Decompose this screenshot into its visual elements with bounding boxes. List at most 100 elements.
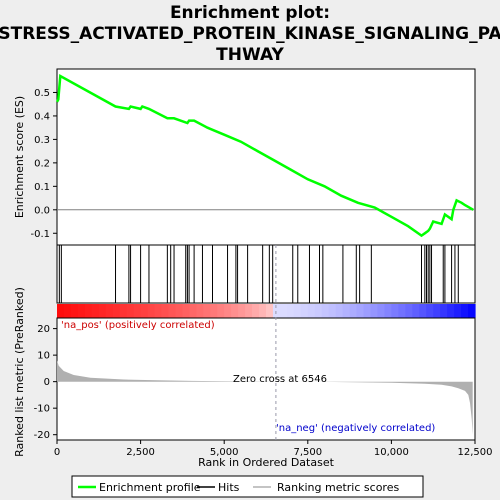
rank-bar-segment xyxy=(238,304,246,318)
rank-x-axis-title: Rank in Ordered Dataset xyxy=(198,456,335,469)
rank-bar-segment xyxy=(210,304,218,318)
rank-bar-segment xyxy=(91,304,100,318)
rank-x-tick-label: 7,500 xyxy=(293,447,322,458)
rank-bar-segment xyxy=(217,304,225,318)
es-y-tick-label: 0.1 xyxy=(34,182,50,193)
rank-bar-segment xyxy=(342,304,351,318)
positive-correlation-label: 'na_pos' (positively correlated) xyxy=(61,320,215,331)
rank-bar-segment xyxy=(279,304,288,318)
metric-y-tick-label: 10 xyxy=(37,351,50,362)
hits-track xyxy=(58,245,459,303)
legend: Enrichment profile Hits Ranking metric s… xyxy=(71,475,424,498)
rank-bar-segment xyxy=(447,304,455,318)
metric-y-axis-title: Ranked list metric (PreRanked) xyxy=(13,287,26,457)
rank-bar-segment xyxy=(349,304,358,318)
rank-bar-segment xyxy=(84,304,93,318)
rank-x-tick-label: 0 xyxy=(54,447,60,458)
es-y-axis-title: Enrichment score (ES) xyxy=(13,96,26,218)
rank-bar-segment xyxy=(307,304,316,318)
rank-bar-segment xyxy=(147,304,156,318)
rank-bar-segment xyxy=(461,304,469,318)
rank-bar-segment xyxy=(63,304,72,318)
rank-bar-segment xyxy=(77,304,86,318)
rank-bar-segment xyxy=(426,304,434,318)
es-y-tick-label: 0.4 xyxy=(34,111,50,122)
rank-bar-segment xyxy=(433,304,441,318)
rank-bar-segment xyxy=(363,304,372,318)
rank-bar-segment xyxy=(252,304,260,318)
rank-x-tick-label: 5,000 xyxy=(210,447,239,458)
rank-bar-segment xyxy=(98,304,107,318)
rank-bar-segment xyxy=(377,304,386,318)
rank-bar-segment xyxy=(384,304,392,318)
rank-bar-segment xyxy=(231,304,239,318)
es-y-tick-label: 0.2 xyxy=(34,158,50,169)
es-y-axis: -0.1 0.0 0.1 0.2 0.3 0.4 0.5 xyxy=(30,88,57,240)
legend-hits-label: Hits xyxy=(218,481,240,494)
rank-bar-segment xyxy=(370,304,379,318)
rank-x-tick-label: 2,500 xyxy=(126,447,155,458)
rank-bar-segment xyxy=(293,304,302,318)
rank-bar-segment xyxy=(196,304,204,318)
enrichment-profile-line xyxy=(55,73,474,238)
es-y-tick-label: 0.0 xyxy=(34,205,50,216)
rank-bar-segment xyxy=(412,304,420,318)
metric-y-tick-label: -10 xyxy=(34,404,50,415)
legend-enrichment-label: Enrichment profile xyxy=(99,481,201,494)
negative-correlation-label: 'na_neg' (negatively correlated) xyxy=(276,423,435,434)
rank-bar-segment xyxy=(175,304,183,318)
rank-bar-segment xyxy=(245,304,253,318)
es-y-tick-label: 0.3 xyxy=(34,135,50,146)
title-line-2: STRESS_ACTIVATED_PROTEIN_KINASE_SIGNALIN… xyxy=(0,24,500,44)
rank-bar-segment xyxy=(224,304,232,318)
rank-bar-segment xyxy=(126,304,135,318)
es-y-tick-label: 0.5 xyxy=(34,88,50,99)
hits-panel xyxy=(56,244,476,304)
rank-bar-segment xyxy=(70,304,79,318)
rank-bar-segment xyxy=(161,304,170,318)
metric-panel xyxy=(56,317,476,441)
legend-box xyxy=(71,475,424,498)
rank-x-tick-label: 12,500 xyxy=(458,447,493,458)
rank-bar-segment xyxy=(314,304,323,318)
rank-bar-segment xyxy=(328,304,337,318)
rank-bar-segment xyxy=(182,304,190,318)
rank-bar-segment xyxy=(57,304,65,318)
rank-bar-segment xyxy=(391,304,399,318)
metric-y-axis: -20 -10 0 10 20 xyxy=(34,324,57,441)
metric-y-tick-label: 0 xyxy=(44,377,50,388)
rank-x-axis: 0 2,500 5,000 7,500 10,000 12,500 xyxy=(54,440,493,458)
rank-bar-segment xyxy=(112,304,121,318)
rank-x-tick-label: 10,000 xyxy=(374,447,409,458)
rank-bar-segment xyxy=(189,304,197,318)
metric-y-tick-label: 20 xyxy=(37,324,50,335)
rank-bar-segment xyxy=(405,304,413,318)
rank-bar-segment xyxy=(300,304,309,318)
rank-bar-segment xyxy=(398,304,406,318)
rank-bar-segment xyxy=(119,304,128,318)
rank-bar-segment xyxy=(356,304,365,318)
rank-bar-segment xyxy=(105,304,114,318)
title-line-3: THWAY xyxy=(216,45,284,65)
rank-bar-segment xyxy=(154,304,163,318)
zero-cross-label: Zero cross at 6546 xyxy=(233,374,327,385)
rank-bar-segment xyxy=(266,304,274,318)
rank-color-bar xyxy=(57,304,476,318)
metric-y-tick-label: -20 xyxy=(34,430,50,441)
rank-bar-segment xyxy=(440,304,448,318)
legend-metric-label: Ranking metric scores xyxy=(277,481,399,494)
rank-bar-segment xyxy=(203,304,211,318)
rank-bar-segment xyxy=(468,304,476,318)
rank-bar-segment xyxy=(133,304,142,318)
rank-bar-segment xyxy=(321,304,330,318)
rank-bar-segment xyxy=(168,304,177,318)
rank-bar-segment xyxy=(419,304,427,318)
es-y-tick-label: -0.1 xyxy=(30,229,50,240)
rank-bar-segment xyxy=(454,304,462,318)
title-line-1: Enrichment plot: xyxy=(170,3,330,23)
rank-bar-segment xyxy=(259,304,267,318)
rank-bar-segment xyxy=(335,304,344,318)
rank-bar-segment xyxy=(272,304,281,318)
rank-bar-segment xyxy=(140,304,149,318)
